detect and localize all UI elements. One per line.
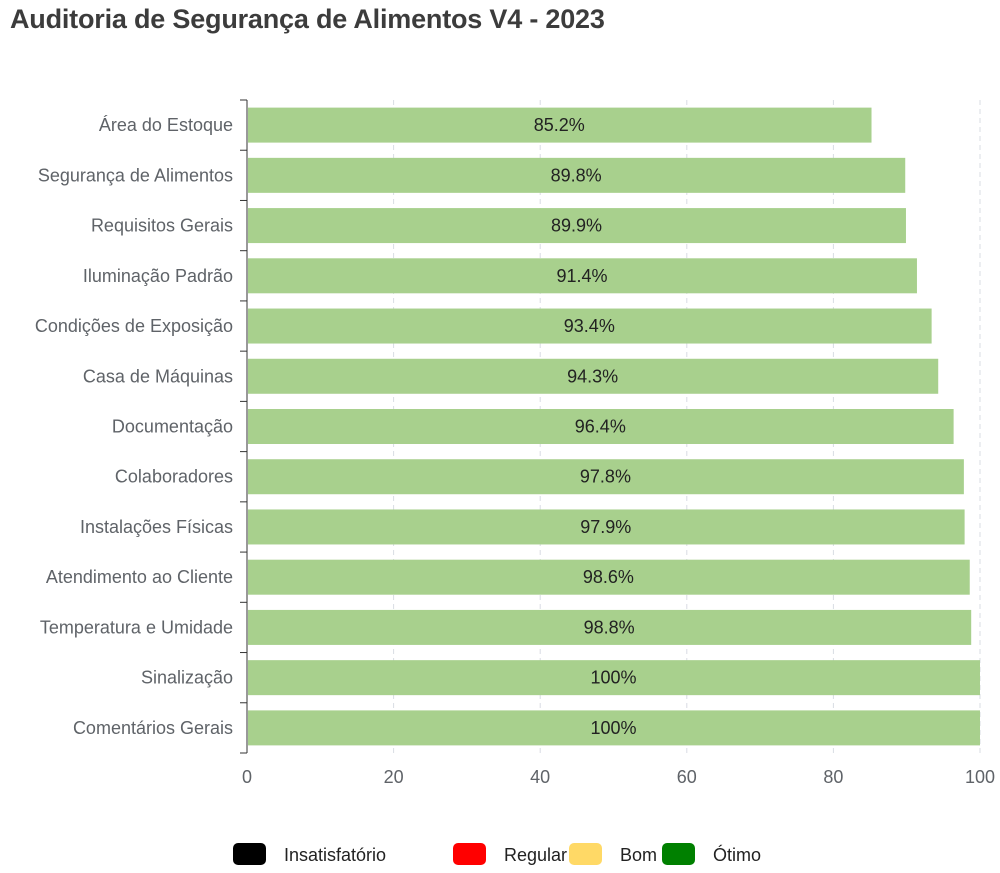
bar [248,660,980,696]
x-axis: 0 20 40 60 80 100 [242,767,995,787]
bar-data-label: 91.4% [556,266,607,286]
x-tick-label: 80 [823,767,843,787]
bar-data-label: 85.2% [534,115,585,135]
legend-item: Regular [453,843,567,865]
bar [248,710,980,746]
category-label: Atendimento ao Cliente [46,567,233,587]
bar [248,509,965,545]
bars: 85.2% 89.8% 89.9% 91.4% 93.4% 94.3% 96.4% 97.8%… [248,107,980,746]
bar-data-label: 96.4% [575,417,626,437]
bar-data-label: 89.9% [551,216,602,236]
x-tick-label: 20 [384,767,404,787]
category-label: Temperatura e Umidade [40,617,233,637]
bar-data-label: 93.4% [564,316,615,336]
category-label: Iluminação Padrão [83,266,233,286]
legend: Insatisfatório Regular Bom Ótimo [233,843,761,865]
legend-label: Ótimo [713,844,761,865]
legend-label: Insatisfatório [284,845,386,865]
legend-swatch [453,843,486,865]
bar-data-label: 100% [590,668,636,688]
bar-data-label: 97.8% [580,467,631,487]
bar [248,107,872,143]
bar [248,208,906,244]
x-tick-label: 40 [530,767,550,787]
legend-label: Bom [620,845,657,865]
x-tick-label: 100 [965,767,995,787]
bar-data-label: 94.3% [567,366,618,386]
legend-swatch [662,843,695,865]
bar [248,409,954,444]
category-label: Segurança de Alimentos [38,165,233,185]
bar [248,157,906,193]
x-tick-label: 0 [242,767,252,787]
legend-item: Bom [569,843,657,865]
bar-data-label: 100% [590,718,636,738]
bar [248,308,932,344]
category-label: Condições de Exposição [35,316,233,336]
bar [248,258,917,294]
x-tick-label: 60 [677,767,697,787]
legend-item: Ótimo [662,843,761,865]
bar-data-label: 98.8% [584,617,635,637]
bar-data-label: 97.9% [580,517,631,537]
category-label: Sinalização [141,668,233,688]
bar [248,358,939,394]
bar [248,559,970,595]
bar-data-label: 98.6% [583,567,634,587]
legend-item: Insatisfatório [233,843,386,865]
category-label: Requisitos Gerais [91,216,233,236]
category-label: Documentação [112,417,233,437]
category-label: Casa de Máquinas [83,366,233,386]
legend-swatch [569,843,602,865]
category-label: Área do Estoque [99,115,233,135]
chart-title: Auditoria de Segurança de Alimentos V4 -… [10,4,605,34]
category-label: Comentários Gerais [73,718,233,738]
legend-swatch [233,843,266,865]
bar [248,609,972,645]
bar [248,459,964,495]
legend-label: Regular [504,845,567,865]
category-label: Colaboradores [115,467,233,487]
category-label: Instalações Físicas [80,517,233,537]
bar-data-label: 89.8% [551,165,602,185]
y-axis: Área do Estoque Segurança de Alimentos Req… [35,99,248,754]
